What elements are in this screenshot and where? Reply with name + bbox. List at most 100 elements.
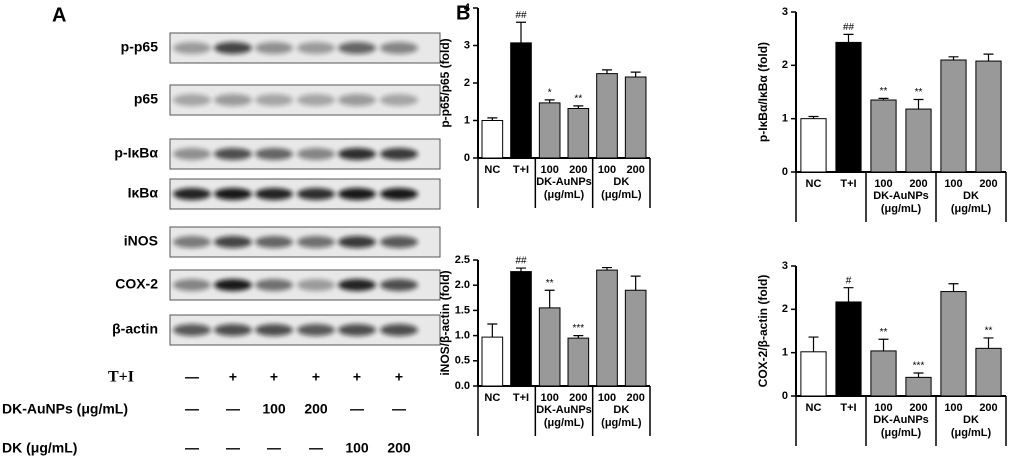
bar	[975, 60, 1002, 173]
significance-label: **	[574, 94, 582, 105]
bar	[624, 289, 647, 387]
x-tick-label: 200	[569, 392, 587, 404]
treatment-value: —	[392, 401, 406, 417]
bar	[510, 271, 532, 387]
blot-band	[255, 236, 293, 248]
blot-band	[255, 94, 293, 106]
x-tick-label: 100	[874, 402, 892, 414]
bar	[624, 76, 647, 159]
significance-label: ##	[515, 10, 527, 21]
blot-band	[214, 188, 252, 200]
blot-band	[338, 236, 376, 248]
x-tick-label: 200	[979, 178, 997, 190]
x-tick-label: 100	[874, 178, 892, 190]
treatment-value: 100	[262, 401, 286, 417]
blot-band	[338, 279, 376, 291]
group-unit: (μg/mL)	[601, 417, 642, 429]
group-label: DK	[613, 404, 629, 416]
error-bar	[602, 266, 612, 271]
y-tick-label: 1.0	[455, 330, 470, 342]
treatment-value: 200	[387, 440, 411, 456]
error-bar	[843, 33, 854, 43]
y-tick-label: 2.0	[455, 279, 470, 291]
bar	[538, 307, 561, 387]
bar	[567, 108, 590, 159]
treatment-value: +	[229, 369, 237, 385]
y-tick-label: 2.5	[455, 254, 470, 266]
bar	[905, 108, 932, 173]
x-tick-label: NC	[484, 164, 500, 176]
x-tick-label: T+I	[840, 178, 856, 190]
blot-label: p-p65	[121, 39, 159, 55]
blot-band	[380, 148, 418, 160]
significance-label: **	[880, 327, 888, 338]
blot-band	[297, 236, 335, 248]
blot-label: p-IκBα	[114, 145, 158, 161]
x-tick-label: 200	[569, 164, 587, 176]
blot-band	[338, 42, 376, 54]
group-label: DK-AuNPs	[536, 176, 592, 188]
y-tick-label: 0	[782, 390, 788, 402]
x-tick-label: 100	[540, 164, 558, 176]
group-label: DK	[963, 414, 979, 426]
group-unit: (μg/mL)	[544, 189, 585, 201]
y-tick-label: 2	[782, 59, 788, 71]
treatment-value: 100	[345, 440, 369, 456]
bar	[567, 337, 590, 387]
treatment-value: 200	[304, 401, 328, 417]
group-label: DK-AuNPs	[873, 190, 929, 202]
bar	[481, 336, 504, 387]
error-bar	[948, 56, 959, 60]
blot-band	[297, 42, 335, 54]
error-bar	[630, 71, 641, 77]
y-tick-label: 0	[782, 166, 788, 178]
x-tick-label: T+I	[513, 392, 529, 404]
blot-label: IκBα	[128, 185, 159, 201]
significance-label: ##	[515, 256, 527, 267]
blot-band	[297, 94, 335, 106]
bar	[510, 42, 532, 159]
x-tick-label: NC	[806, 402, 822, 414]
error-bar	[878, 97, 889, 100]
bar	[870, 350, 897, 397]
x-tick-label: 200	[979, 402, 997, 414]
error-bar	[983, 337, 994, 349]
y-tick-label: 0.0	[455, 380, 470, 392]
error-bar	[544, 99, 555, 103]
blot-band	[173, 94, 211, 106]
error-bar	[630, 275, 641, 291]
significance-label: ***	[913, 361, 925, 372]
x-tick-label: 200	[909, 178, 927, 190]
blot-band	[173, 236, 211, 248]
x-tick-label: 100	[944, 178, 962, 190]
significance-label: **	[880, 86, 888, 97]
significance-label: **	[915, 87, 923, 98]
blot-band	[255, 188, 293, 200]
error-bar	[808, 336, 819, 352]
panel-label: A	[52, 4, 66, 26]
bar	[835, 301, 862, 397]
error-bar	[913, 372, 924, 378]
error-bar	[808, 115, 819, 119]
error-bar	[913, 98, 924, 110]
x-tick-label: 100	[598, 164, 616, 176]
significance-label: *	[548, 88, 552, 99]
x-tick-label: T+I	[840, 402, 856, 414]
y-tick-label: 4	[464, 2, 471, 14]
y-axis-label: COX-2/β-actin (fold)	[756, 275, 770, 388]
bar	[870, 99, 897, 173]
blot-band	[173, 279, 211, 291]
blot-band	[338, 148, 376, 160]
treatment-value: +	[353, 369, 361, 385]
y-axis-label: p-p65/p65 (fold)	[438, 38, 452, 127]
blot-band	[380, 324, 418, 336]
bar	[538, 102, 561, 159]
blot-band	[173, 148, 211, 160]
treatment-value: —	[267, 440, 281, 456]
treatment-value: +	[312, 369, 320, 385]
group-unit: (μg/mL)	[881, 203, 922, 215]
x-tick-label: NC	[484, 392, 500, 404]
significance-label: **	[985, 326, 993, 337]
blot-band	[255, 324, 293, 336]
group-label: DK-AuNPs	[536, 404, 592, 416]
